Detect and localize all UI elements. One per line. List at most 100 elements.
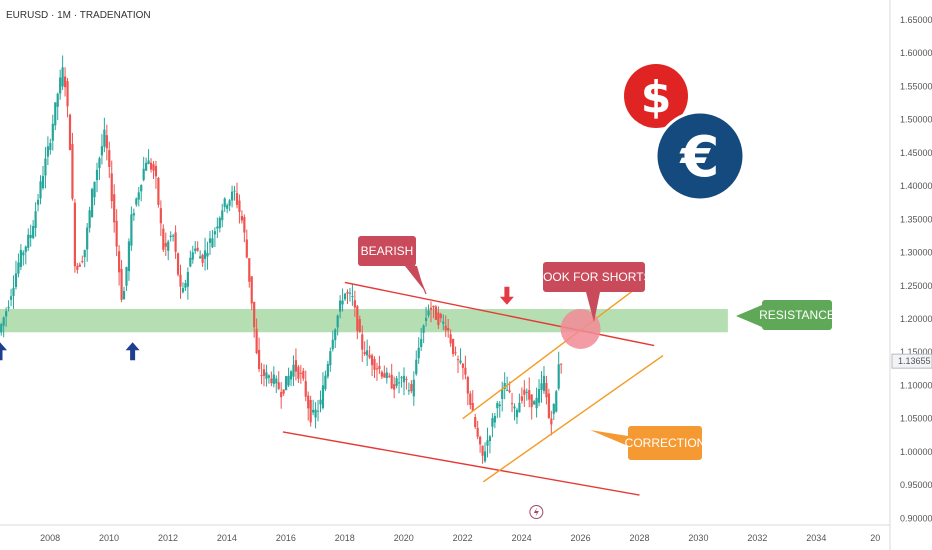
callout-pointer [590,430,628,446]
candle-body [51,123,54,141]
candle-body [343,293,347,300]
candle-body [280,392,283,398]
candle-body [427,310,430,316]
up-arrow-icon [125,342,140,361]
candle-body [393,384,396,390]
time-tick-label: 2016 [276,533,296,543]
candle-body [189,257,192,267]
price-tick-label: 1.60000 [900,48,932,58]
candle-body [44,158,47,176]
price-tick-label: 1.05000 [900,414,932,424]
candle-body [518,402,521,413]
price-tick-label: 1.65000 [900,15,932,25]
candle-body [314,409,317,418]
candle-body [545,383,548,398]
candle-body [250,276,253,304]
candle-body [508,390,511,393]
trendline-correction-upper [462,285,640,420]
callout-box [543,262,645,292]
candle-body [434,306,438,320]
candle-body [547,393,550,418]
candle-body [63,76,67,88]
candle-body [93,181,96,198]
candle-body [275,378,278,384]
price-tick-label: 1.35000 [900,214,932,224]
candle-body [503,383,506,390]
price-tick-label: 1.20000 [900,314,932,324]
price-tick-label: 1.25000 [900,281,932,291]
callout-bearish: BEARISH [358,236,424,290]
candle-body [167,241,170,251]
candle-body [483,451,487,462]
candle-body [203,250,207,259]
candle-body [181,288,185,293]
candle-body [226,205,229,209]
candle-body [235,193,239,205]
candle-body [238,200,241,213]
price-tick-label: 1.10000 [900,380,932,390]
resistance-zone-layer [0,309,728,333]
candle-body [248,258,251,282]
candle-body [447,327,450,331]
candle-body [49,143,52,150]
candle-body [346,291,349,294]
candle-body [481,445,484,456]
candle-body [208,238,212,243]
candle-body [154,165,158,177]
candle-body [410,384,413,392]
candle-body [130,214,133,246]
candle-body [375,368,379,370]
candle-body [9,296,13,300]
candle-body [66,81,69,107]
current-price-label: 1.13655 [898,356,931,366]
candle-body [282,389,285,394]
candle-body [461,363,465,368]
price-tick-label: 1.40000 [900,181,932,191]
candle-body [402,375,406,383]
candle-body [415,359,418,375]
candle-body [78,264,81,267]
trendline-bearish-upper [344,281,655,347]
candle-body [59,77,62,94]
candle-body [255,328,258,354]
candle-body [100,146,104,156]
candle-body [530,394,533,408]
candle-body [152,164,155,171]
candle-body [294,360,298,372]
target-circle [560,308,601,349]
candle-body [105,135,108,149]
candle-body [41,175,45,189]
chart-title: EURUSD · 1M · TRADENATION [6,10,151,21]
candle-body [54,102,57,126]
candle-body [498,404,501,407]
candle-body [68,114,72,151]
candle-body [206,252,209,257]
candle-body [471,403,474,412]
candle-body [103,129,106,147]
candle-body [61,67,64,87]
callout-resistance: RESISTANCE [736,300,835,330]
callout-look-for-shorts: LOOK FOR SHORTS [536,262,652,322]
price-tick-label: 1.50000 [900,115,932,125]
candle-body [452,338,455,354]
candle-body [400,377,403,379]
candle-body [253,301,256,328]
candle-body [174,232,177,252]
candle-body [466,377,469,394]
candle-body [373,359,376,370]
callout-pointer [736,305,762,327]
candle-body [159,208,162,224]
candle-body [245,239,248,258]
currency-icons: $€ [624,64,746,202]
candle-body [39,181,42,199]
candle-body [395,378,398,386]
candle-body [336,315,339,328]
candle-body [118,251,121,273]
candle-body [319,399,322,405]
current-price-box [891,353,932,369]
candle-body [257,349,261,370]
candle-body [71,144,74,199]
candle-body [81,261,84,263]
candle-body [557,364,560,389]
candle-body [397,382,401,384]
